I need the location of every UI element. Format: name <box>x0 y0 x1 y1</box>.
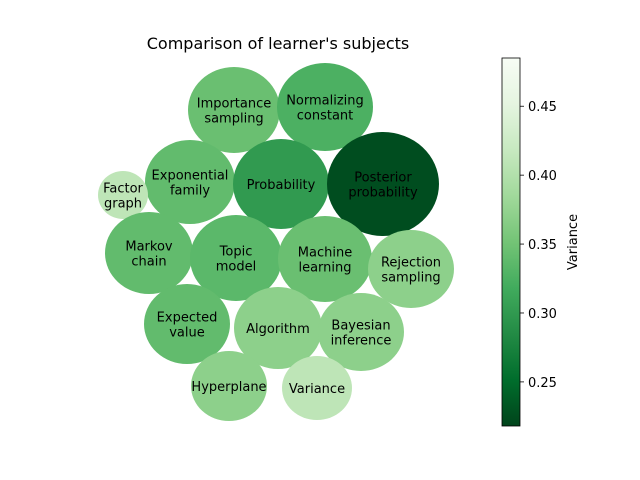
bubble-normalizing-constant: Normalizing constant <box>277 63 373 151</box>
bubble-algorithm: Algorithm <box>234 287 322 369</box>
bubble-topic-model: Topic model <box>190 215 282 301</box>
bubble-machine-learning: Machine learning <box>278 216 372 302</box>
bubble-label-algorithm: Algorithm <box>246 322 310 337</box>
bubble-label-bayesian-inference: Bayesian inference <box>331 319 392 349</box>
colorbar-gradient <box>501 57 521 427</box>
bubble-label-hyperplane: Hyperplane <box>191 380 266 395</box>
bubble-circle-hyperplane <box>191 351 267 421</box>
bubble-exponential-family: Exponential family <box>145 140 235 224</box>
bubble-circle-rejection-sampling <box>368 230 454 308</box>
bubble-circle-markov-chain <box>105 212 193 294</box>
bubble-variance: Variance <box>282 356 352 420</box>
bubble-expected-value: Expected value <box>144 284 230 364</box>
bubble-circle-bayesian-inference <box>318 293 404 371</box>
colorbar-tick-label: 0.40 <box>528 169 557 184</box>
bubble-label-variance: Variance <box>289 382 345 397</box>
colorbar-tick-label: 0.35 <box>528 238 557 253</box>
bubble-circle-factor-graph <box>98 171 148 219</box>
bubble-label-factor-graph: Factor graph <box>103 182 143 212</box>
bubble-circle-exponential-family <box>145 140 235 224</box>
colorbar-tick-label: 0.30 <box>528 307 557 322</box>
bubble-circle-algorithm <box>234 287 322 369</box>
colorbar-tick-label: 0.25 <box>528 376 557 391</box>
bubble-posterior-probability: Posterior probability <box>327 132 439 236</box>
bubble-label-markov-chain: Markov chain <box>125 240 173 270</box>
colorbar-ticks: 0.25 0.30 0.35 0.40 0.45 <box>520 100 557 391</box>
bubble-circle-importance-sampling <box>188 67 280 153</box>
bubble-label-machine-learning: Machine learning <box>298 246 352 276</box>
bubble-circle-expected-value <box>144 284 230 364</box>
bubble-circle-normalizing-constant <box>277 63 373 151</box>
bubble-markov-chain: Markov chain <box>105 212 193 294</box>
bubble-importance-sampling: Importance sampling <box>188 67 280 153</box>
bubble-circle-probability <box>233 139 329 229</box>
bubble-factor-graph: Factor graph <box>98 171 148 219</box>
bubble-circle-topic-model <box>190 215 282 301</box>
bubble-label-topic-model: Topic model <box>216 245 256 275</box>
bubble-label-exponential-family: Exponential family <box>152 169 229 199</box>
bubble-circle-posterior-probability <box>327 132 439 236</box>
colorbar-label: Variance <box>566 214 581 270</box>
colorbar: 0.25 0.30 0.35 0.40 0.45 Variance <box>501 57 581 427</box>
bubbles-group: Importance sampling Normalizing constant Exp… <box>98 63 454 421</box>
chart-title: Comparison of learner's subjects <box>147 34 410 53</box>
bubble-label-posterior-probability: Posterior probability <box>348 171 418 201</box>
bubble-label-normalizing-constant: Normalizing constant <box>286 94 364 124</box>
bubble-circle-variance <box>282 356 352 420</box>
bubble-label-probability: Probability <box>247 178 316 193</box>
colorbar-tick-label: 0.45 <box>528 100 557 115</box>
bubble-rejection-sampling: Rejection sampling <box>368 230 454 308</box>
bubble-hyperplane: Hyperplane <box>191 351 267 421</box>
bubble-label-rejection-sampling: Rejection sampling <box>381 256 441 286</box>
bubble-label-importance-sampling: Importance sampling <box>197 97 272 127</box>
bubble-probability: Probability <box>233 139 329 229</box>
bubble-label-expected-value: Expected value <box>157 311 218 341</box>
bubble-bayesian-inference: Bayesian inference <box>318 293 404 371</box>
bubble-circle-machine-learning <box>278 216 372 302</box>
